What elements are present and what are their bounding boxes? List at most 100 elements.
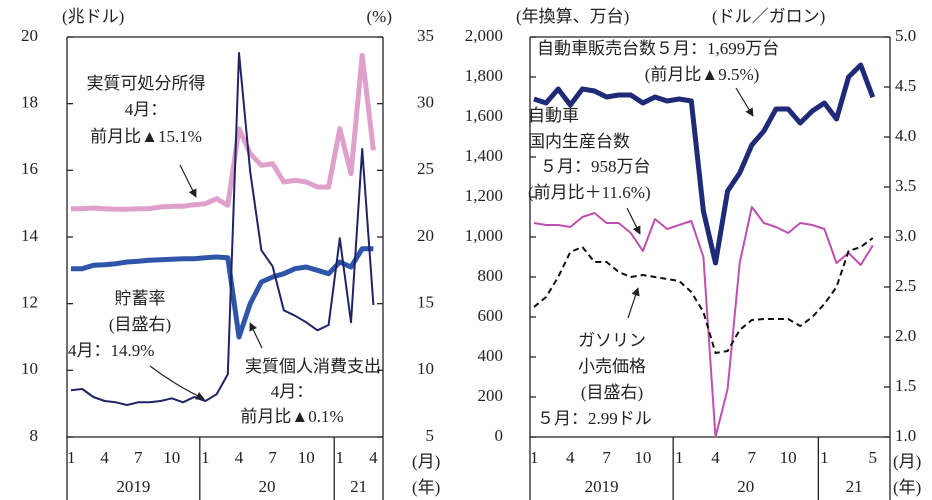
x-tick-label: 7 xyxy=(134,448,143,467)
annotation: 4月： xyxy=(271,382,314,401)
arrow xyxy=(627,287,640,319)
y-tick-label: 1,000 xyxy=(465,226,503,245)
series-line xyxy=(533,206,874,438)
x-group-label: 2019 xyxy=(585,477,619,496)
y2-tick-label: 10 xyxy=(417,359,434,378)
x-tick-label: 10 xyxy=(163,448,180,467)
x-group-label: (年) xyxy=(412,478,440,497)
y-tick-label: 200 xyxy=(478,386,504,405)
y2-tick-label: 20 xyxy=(417,226,434,245)
annotation: (目盛右) xyxy=(109,315,171,334)
annotation: (目盛右) xyxy=(581,383,643,402)
y-tick-label: 600 xyxy=(478,306,504,325)
x-group-label: 21 xyxy=(846,477,863,496)
x-tick-label: 4 xyxy=(369,448,378,467)
y2-tick-label: 5 xyxy=(426,426,435,445)
x-tick-label: 5 xyxy=(869,448,878,467)
annotation: (前月比＋11.6%) xyxy=(528,183,651,202)
y2-tick-label: 3.0 xyxy=(895,226,916,245)
x-tick-label: 1 xyxy=(530,448,539,467)
y2-tick-label: 1.5 xyxy=(895,376,916,395)
y2-tick-label: 4.5 xyxy=(895,76,916,95)
annotation-part: 自動車販売台数 xyxy=(537,39,656,58)
y-tick-label: 0 xyxy=(495,426,504,445)
y2-tick-label: 2.0 xyxy=(895,326,916,345)
arrow xyxy=(249,322,263,349)
x-tick-label: 7 xyxy=(748,448,757,467)
annotation: ５月：958万台 xyxy=(540,157,651,176)
series-line xyxy=(71,246,374,340)
annotation: 自動車 xyxy=(528,106,579,125)
x-axis-label: (月) xyxy=(412,452,440,471)
y2-tick-label: 30 xyxy=(417,93,434,112)
y-tick-label: 8 xyxy=(30,426,39,445)
y-axis-label: (兆ドル) xyxy=(62,7,124,26)
y-tick-label: 12 xyxy=(21,293,38,312)
arrow xyxy=(626,207,641,235)
x-tick-label: 1 xyxy=(201,448,210,467)
annotation-part: ５月：1,699万台 xyxy=(656,39,779,58)
panel-right: 0 200 400 600 800 1,000 1,200 1,400 1,600 1,800 2,… xyxy=(465,26,916,500)
annotation: 小売価格 xyxy=(578,357,646,376)
x-tick-label: 4 xyxy=(100,448,109,467)
x-group-label: 21 xyxy=(350,477,367,496)
x-tick-label: 1 xyxy=(675,448,684,467)
x-group-label: 20 xyxy=(737,477,754,496)
y2-tick-label: 25 xyxy=(417,159,434,178)
y2-tick-label: 1.0 xyxy=(895,426,916,445)
annotation: 実質可処分所得 xyxy=(87,74,206,93)
arrow xyxy=(735,87,754,117)
y-tick-label: 10 xyxy=(21,359,38,378)
arrow xyxy=(179,164,197,198)
x-group-label: 20 xyxy=(259,477,276,496)
arrow xyxy=(149,365,205,400)
annotation: (前月比▲9.5%) xyxy=(645,65,760,84)
y-tick-label: 18 xyxy=(21,93,38,112)
y-tick-label: 800 xyxy=(478,266,504,285)
x-tick-label: 10 xyxy=(634,448,651,467)
y2-axis-label: (ドル／ガロン) xyxy=(712,7,825,26)
series-line xyxy=(70,52,375,406)
series-line xyxy=(533,62,876,266)
x-tick-label: 10 xyxy=(298,448,315,467)
annotation: 貯蓄率 xyxy=(115,289,166,308)
x-axis-label: (月) xyxy=(893,452,921,471)
x-tick-label: 7 xyxy=(268,448,277,467)
annotation: 4月： xyxy=(125,100,168,119)
y-tick-label: 1,400 xyxy=(465,146,503,165)
y-tick-label: 1,800 xyxy=(465,66,503,85)
series-line xyxy=(71,52,376,212)
annotation: ５月：2.99ドル xyxy=(537,409,652,428)
y-tick-label: 14 xyxy=(21,226,39,245)
y-tick-label: 400 xyxy=(478,346,504,365)
y2-tick-label: 35 xyxy=(417,26,434,45)
annotation: 前月比▲15.1% xyxy=(90,127,202,146)
x-tick-label: 7 xyxy=(602,448,611,467)
y2-tick-label: 15 xyxy=(417,293,434,312)
x-tick-label: 10 xyxy=(780,448,797,467)
y2-axis-label: (%) xyxy=(367,7,392,26)
y-tick-label: 16 xyxy=(21,159,38,178)
x-group-label: (年) xyxy=(893,478,921,497)
x-group-label: 2019 xyxy=(116,477,150,496)
y2-tick-label: 3.5 xyxy=(895,176,916,195)
y-axis-label: (年換算、万台) xyxy=(516,7,629,26)
y-tick-label: 20 xyxy=(21,26,38,45)
x-tick-label: 1 xyxy=(336,448,345,467)
y2-tick-label: 5.0 xyxy=(895,26,916,45)
series-line xyxy=(533,237,874,354)
x-tick-label: 1 xyxy=(67,448,76,467)
annotation: ガソリン xyxy=(578,331,646,350)
y-tick-label: 1,600 xyxy=(465,106,503,125)
annotation: 4月：14.9% xyxy=(68,341,154,360)
x-tick-label: 4 xyxy=(235,448,244,467)
annotation: 実質個人消費支出 xyxy=(245,357,381,376)
y2-tick-label: 2.5 xyxy=(895,276,916,295)
y-tick-label: 1,200 xyxy=(465,186,503,205)
x-tick-label: 4 xyxy=(566,448,575,467)
annotation: 前月比▲0.1% xyxy=(240,407,343,426)
y2-tick-label: 4.0 xyxy=(895,126,916,145)
annotation: 国内生産台数 xyxy=(528,132,630,151)
